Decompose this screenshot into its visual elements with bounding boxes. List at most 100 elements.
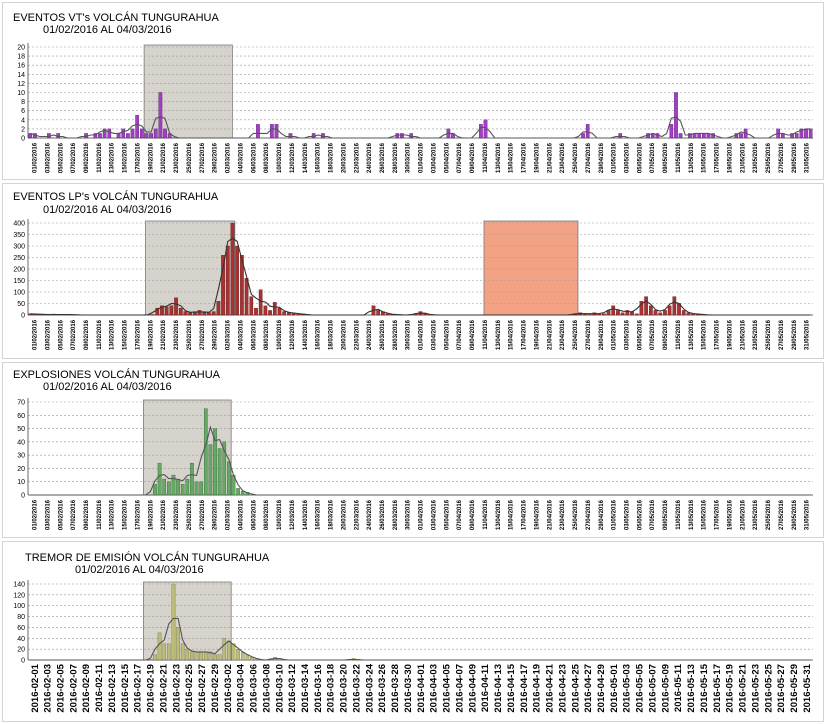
y-tick-label: 10 xyxy=(17,90,25,97)
bar xyxy=(794,133,799,139)
x-tick-label: 21/04/2016 xyxy=(547,142,553,173)
x-tick-label: 2016-05-15 xyxy=(699,663,710,712)
bar xyxy=(618,133,623,139)
x-tick-label: 31/05/2016 xyxy=(805,319,811,350)
bar xyxy=(667,305,672,316)
bar xyxy=(153,654,157,661)
chart-svg-vt: 0 2 4 6 8 10 12 14 16 18 20 01/02/2016 03/02/2016 05/… xyxy=(17,43,813,173)
x-tick-label: 10/03/2016 xyxy=(277,319,283,350)
x-tick-label: 2016-04-23 xyxy=(557,664,568,713)
x-tick-label: 22/03/2016 xyxy=(354,499,360,530)
bar xyxy=(202,312,207,316)
highlight-region xyxy=(483,220,579,316)
x-tick-label: 2016-02-15 xyxy=(120,663,131,712)
trend-line xyxy=(30,617,811,661)
x-tick-label: 01/02/2016 xyxy=(33,142,39,173)
x-tick-label: 21/04/2016 xyxy=(547,499,553,530)
x-tick-label: 15/05/2016 xyxy=(702,319,708,350)
x-tick-label: 14/03/2016 xyxy=(303,499,309,530)
bar xyxy=(213,654,217,661)
x-tick-label: 2016-04-11 xyxy=(480,663,491,712)
y-tick-label: 0 xyxy=(21,658,25,665)
x-tick-label: 04/03/2016 xyxy=(238,319,244,350)
x-tick-label: 2016-05-31 xyxy=(802,663,813,712)
x-tick-label: 2016-04-21 xyxy=(545,663,556,712)
x-tick-label: 09/04/2016 xyxy=(470,142,476,173)
bar xyxy=(162,643,167,661)
bar xyxy=(678,133,683,139)
x-tick-label: 02/03/2016 xyxy=(226,142,232,173)
bar xyxy=(180,484,185,496)
bar xyxy=(207,312,211,316)
x-tick-label: 11/04/2016 xyxy=(483,142,489,172)
chart-title: EVENTOS VT's VOLCÁN TUNGURAHUA xyxy=(13,12,219,24)
bar xyxy=(193,312,197,316)
trend-line xyxy=(30,425,811,496)
y-tick-label: 250 xyxy=(13,255,25,262)
bar xyxy=(739,133,743,139)
x-tick-label: 19/04/2016 xyxy=(534,319,540,350)
x-tick-label: 2016-05-29 xyxy=(789,664,800,713)
x-tick-label: 17/04/2016 xyxy=(522,499,528,530)
x-tick-label: 05/02/2016 xyxy=(58,319,64,350)
x-tick-label: 12/03/2016 xyxy=(290,142,296,173)
bar xyxy=(235,245,240,316)
x-tick-label: 2016-05-01 xyxy=(609,663,620,712)
x-tick-label: 29/05/2016 xyxy=(792,142,798,173)
x-tick-label: 13/04/2016 xyxy=(496,142,502,173)
bar xyxy=(130,128,135,139)
x-tick-label: 25/05/2016 xyxy=(766,319,772,350)
bar xyxy=(479,124,483,139)
x-tick-label: 07/02/2016 xyxy=(71,499,77,530)
bar xyxy=(211,311,216,316)
x-tick-label: 04/03/2016 xyxy=(238,142,244,173)
x-tick-label: 23/04/2016 xyxy=(560,499,566,530)
x-tick-label: 2016-05-09 xyxy=(660,664,671,713)
x-tick-label: 2016-02-25 xyxy=(184,663,195,712)
highlight-region xyxy=(145,220,236,316)
x-tick-label: 15/02/2016 xyxy=(123,142,129,173)
bar xyxy=(139,128,144,139)
x-tick-label: 13/05/2016 xyxy=(689,142,695,173)
y-tick-label: 16 xyxy=(17,63,25,70)
y-tick-label: 18 xyxy=(17,54,25,61)
bar xyxy=(171,583,176,661)
y-tick-label: 150 xyxy=(13,278,25,285)
bar xyxy=(227,640,231,661)
x-tick-label: 29/05/2016 xyxy=(792,319,798,350)
x-tick-label: 05/05/2016 xyxy=(637,319,643,350)
chart-title: TREMOR DE EMISIÓN VOLCÁN TUNGURAHUA xyxy=(25,552,270,564)
x-tick-label: 11/05/2016 xyxy=(676,142,682,172)
x-tick-label: 03/04/2016 xyxy=(432,142,438,173)
bar xyxy=(171,474,176,496)
x-tick-label: 2016-05-17 xyxy=(712,664,723,713)
x-tick-label: 07/04/2016 xyxy=(457,499,463,530)
x-tick-label: 05/04/2016 xyxy=(444,499,450,530)
chart-title: EVENTOS LP's VOLCÁN TUNGURAHUA xyxy=(13,191,219,203)
x-tick-label: 2016-05-03 xyxy=(622,664,633,713)
bar xyxy=(263,305,268,316)
y-tick-label: 10 xyxy=(17,479,25,486)
x-tick-label: 03/02/2016 xyxy=(45,319,51,350)
x-tick-label: 18/03/2016 xyxy=(329,319,335,350)
x-tick-label: 19/02/2016 xyxy=(148,319,154,350)
x-tick-label: 17/05/2016 xyxy=(715,499,721,530)
x-tick-label: 11/02/2016 xyxy=(97,499,103,529)
x-tick-label: 30/03/2016 xyxy=(406,499,412,530)
trend-line xyxy=(30,237,811,316)
x-tick-label: 11/02/2016 xyxy=(97,319,103,349)
bar xyxy=(423,313,428,316)
x-tick-label: 13/02/2016 xyxy=(110,319,116,350)
x-tick-label: 29/05/2016 xyxy=(792,499,798,530)
bar xyxy=(611,305,616,316)
bar xyxy=(149,133,153,139)
x-tick-label: 25/02/2016 xyxy=(187,142,193,173)
x-tick-label: 12/03/2016 xyxy=(290,319,296,350)
x-tick-label: 10/03/2016 xyxy=(277,499,283,530)
bar xyxy=(227,461,231,496)
x-tick-label: 08/03/2016 xyxy=(264,142,270,173)
x-tick-label: 24/03/2016 xyxy=(367,319,373,350)
x-tick-label: 2016-03-16 xyxy=(313,664,324,713)
y-tick-label: 200 xyxy=(13,267,25,274)
y-tick-label: 20 xyxy=(17,647,25,654)
